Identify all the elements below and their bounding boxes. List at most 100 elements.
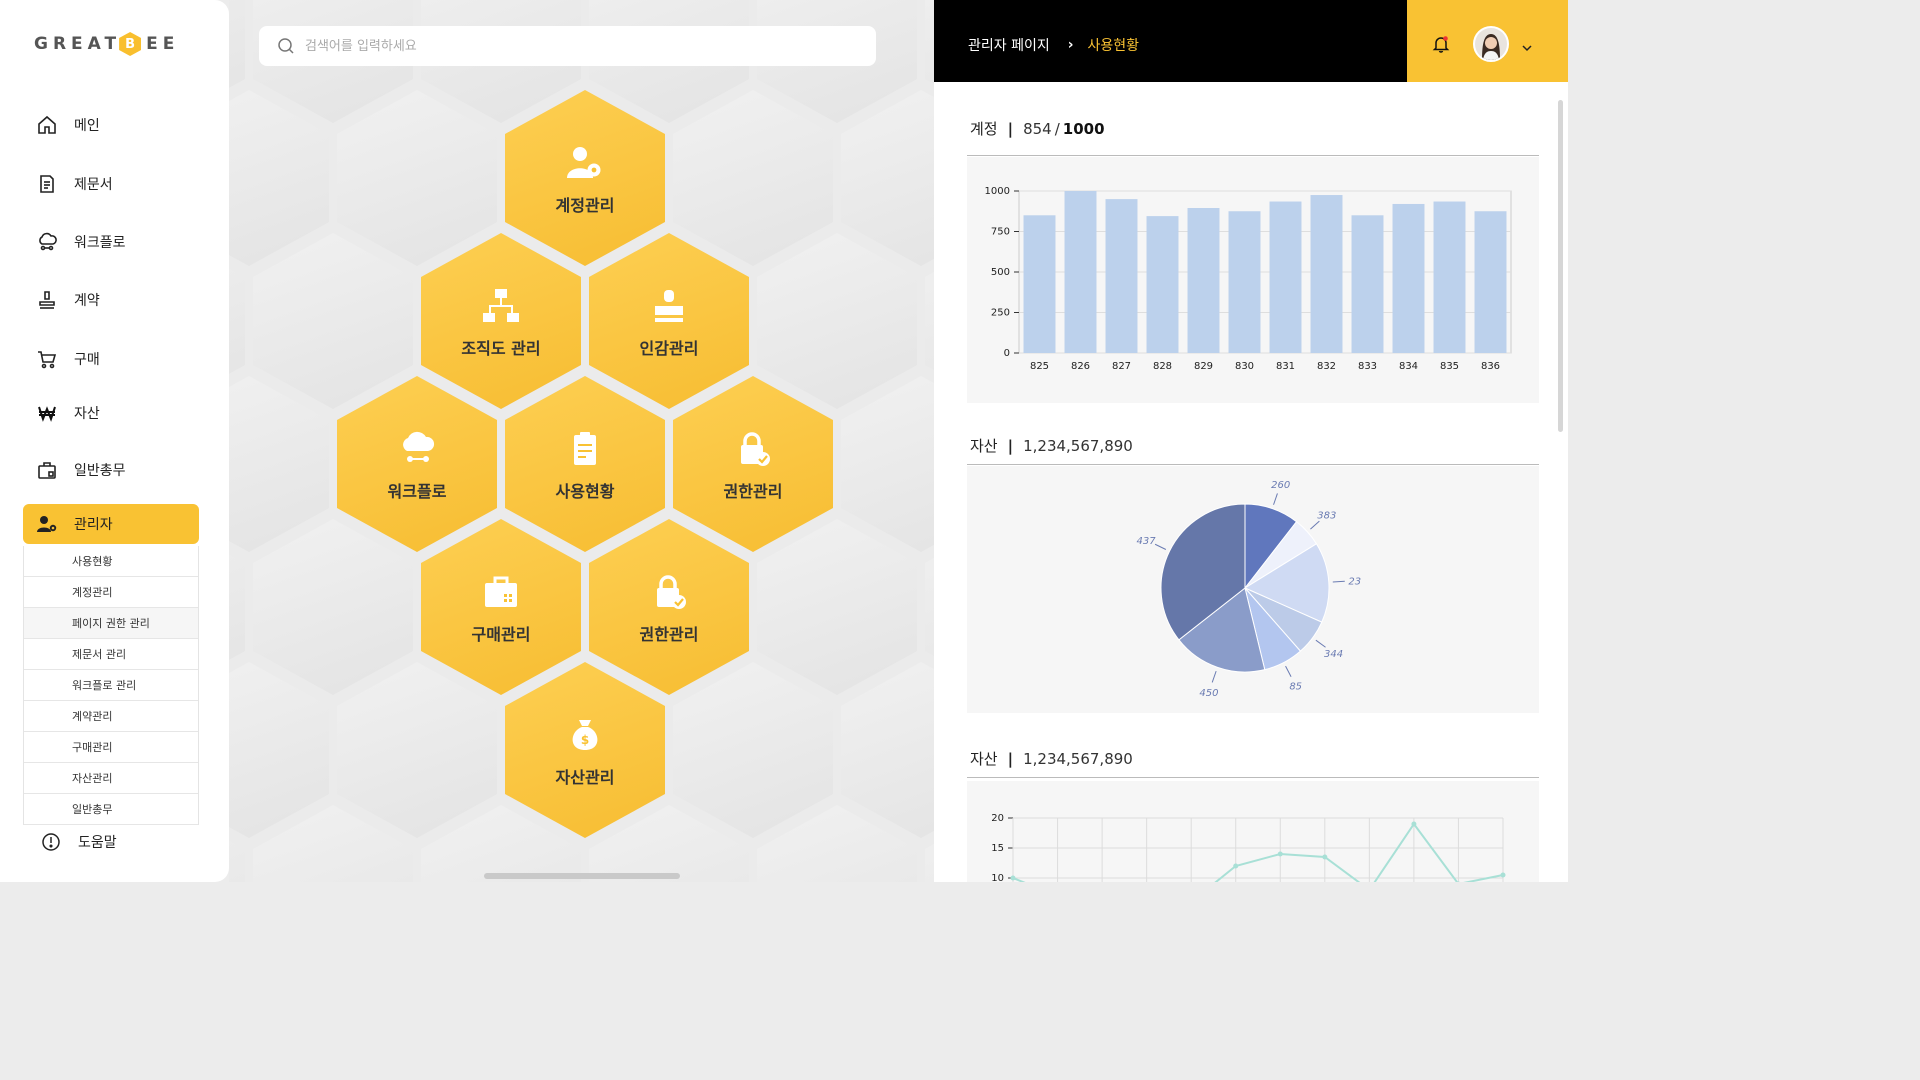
hex-label: 권한관리 xyxy=(723,482,783,501)
pie-leader-line xyxy=(1211,670,1217,683)
bar-836[interactable] xyxy=(1474,211,1507,353)
sidebar-item-contract[interactable]: 계약 xyxy=(23,280,199,320)
submenu-workflow[interactable]: 워크플로 관리 xyxy=(24,670,198,701)
hex-tile-5[interactable]: 권한관리 xyxy=(673,376,833,552)
submenu-general-affairs[interactable]: 일반총무 xyxy=(24,794,198,825)
sidebar-item-workflow[interactable]: 워크플로 xyxy=(23,222,199,262)
sidebar-item-label: 일반총무 xyxy=(74,463,126,479)
pie-label: 437 xyxy=(1137,536,1157,547)
line-point-5[interactable] xyxy=(1233,863,1239,869)
search-input[interactable] xyxy=(305,38,825,54)
line-series xyxy=(1012,822,1504,882)
hex-tile-empty xyxy=(229,233,245,409)
y-tick-label: 250 xyxy=(991,308,1010,319)
submenu-purchase[interactable]: 구매관리 xyxy=(24,732,198,763)
search-icon xyxy=(277,37,295,55)
bar-833[interactable] xyxy=(1351,215,1384,353)
pie-slice-437[interactable] xyxy=(1160,503,1246,641)
vertical-scrollbar[interactable] xyxy=(1558,100,1563,432)
pie-chart-card: 260 383 23 344 85 450 437 xyxy=(967,466,1539,713)
pie-leader-line xyxy=(1310,520,1320,530)
bell-icon[interactable] xyxy=(1431,34,1451,54)
avatar[interactable] xyxy=(1473,26,1509,62)
line-point-0[interactable] xyxy=(1010,875,1016,881)
hex-tile-empty xyxy=(673,90,833,266)
hex-menu-area: 계정관리 조직도 관리 인감관리 워크플로 사용현황 권한관리 구매관리 권한관리 $ 자산관리 xyxy=(229,0,934,882)
sidebar-item-general-affairs[interactable]: 일반총무 xyxy=(23,450,199,490)
bar-chart: 0 250 500 750 1000 825 826 827 828 829 830 831 832 83… xyxy=(985,186,1512,372)
assets-value: 1,234,567,890 xyxy=(1023,749,1133,768)
logo[interactable]: GREAT B EE xyxy=(34,31,179,57)
stamp-icon xyxy=(650,287,688,325)
hex-tile-3[interactable]: 워크플로 xyxy=(337,376,497,552)
line-point-9[interactable] xyxy=(1411,821,1417,827)
cart-icon xyxy=(36,348,58,370)
hex-tile-empty xyxy=(757,233,917,409)
svg-text:$: $ xyxy=(581,733,589,747)
admin-submenu: 사용현황 계정관리 페이지 권한 관리 제문서 관리 워크플로 관리 계약관리 … xyxy=(23,546,199,825)
sidebar-item-help[interactable]: 도움말 xyxy=(23,822,199,862)
hex-tile-empty xyxy=(337,90,497,266)
hex-tile-empty xyxy=(757,519,917,695)
hex-tile-2[interactable]: 인감관리 xyxy=(589,233,749,409)
bar-826[interactable] xyxy=(1064,191,1097,353)
pie-label: 23 xyxy=(1348,577,1361,588)
sidebar-item-admin[interactable]: 관리자 xyxy=(23,504,199,544)
submenu-documents[interactable]: 제문서 관리 xyxy=(24,639,198,670)
hex-tile-7[interactable]: 권한관리 xyxy=(589,519,749,695)
submenu-contracts[interactable]: 계약관리 xyxy=(24,701,198,732)
hex-label: 계정관리 xyxy=(555,196,615,215)
y-tick-label: 0 xyxy=(1004,348,1010,359)
sidebar-item-assets[interactable]: 자산 xyxy=(23,393,199,433)
user-gear-icon xyxy=(36,513,58,535)
hex-tile-empty xyxy=(841,662,934,838)
pie-slice-450[interactable] xyxy=(1178,587,1266,673)
chevron-right-icon: › xyxy=(1067,37,1074,53)
line-point-6[interactable] xyxy=(1277,851,1283,857)
submenu-assets[interactable]: 자산관리 xyxy=(24,763,198,794)
bar-835[interactable] xyxy=(1433,201,1466,353)
bar-829[interactable] xyxy=(1187,208,1220,353)
sidebar-item-main[interactable]: 메인 xyxy=(23,105,199,145)
bar-830[interactable] xyxy=(1228,211,1261,353)
y-tick-label: 15 xyxy=(991,843,1004,854)
submenu-accounts[interactable]: 계정관리 xyxy=(24,577,198,608)
bar-831[interactable] xyxy=(1269,201,1302,353)
line-point-10[interactable] xyxy=(1456,881,1461,883)
section-divider xyxy=(967,464,1539,465)
horizontal-scrollbar[interactable] xyxy=(484,873,680,879)
bar-828[interactable] xyxy=(1146,216,1179,353)
briefcase-icon xyxy=(482,573,520,611)
briefcase-icon xyxy=(36,459,58,481)
line-point-7[interactable] xyxy=(1322,854,1328,860)
sidebar-item-purchase[interactable]: 구매 xyxy=(23,339,199,379)
breadcrumb-current: 사용현황 xyxy=(1087,38,1140,54)
hex-tile-6[interactable]: 구매관리 xyxy=(421,519,581,695)
sidebar-item-label: 메인 xyxy=(74,118,100,134)
home-icon xyxy=(36,114,58,136)
line-point-11[interactable] xyxy=(1500,872,1506,878)
x-tick-label: 827 xyxy=(1112,361,1131,372)
hex-tile-1[interactable]: 조직도 관리 xyxy=(421,233,581,409)
pie-label: 260 xyxy=(1271,480,1290,491)
section-divider xyxy=(967,155,1539,156)
stamp-icon xyxy=(36,289,58,311)
assets-label: 자산 xyxy=(970,750,998,768)
submenu-usage[interactable]: 사용현황 xyxy=(24,546,198,577)
hex-tile-empty xyxy=(925,233,934,409)
sidebar-item-documents[interactable]: 제문서 xyxy=(23,164,199,204)
hex-label: 구매관리 xyxy=(471,625,531,644)
pie-slice-23[interactable] xyxy=(1243,543,1330,623)
hex-tile-8[interactable]: $ 자산관리 xyxy=(505,662,665,838)
accounts-title: 계정 | 854 / 1000 xyxy=(970,118,1105,139)
hex-tile-empty xyxy=(253,233,413,409)
bar-825[interactable] xyxy=(1023,215,1056,353)
bar-834[interactable] xyxy=(1392,203,1425,353)
submenu-page-permissions[interactable]: 페이지 권한 관리 xyxy=(24,608,198,639)
breadcrumb-root[interactable]: 관리자 페이지 xyxy=(968,38,1050,54)
hex-tile-0[interactable]: 계정관리 xyxy=(505,90,665,266)
hex-tile-4[interactable]: 사용현황 xyxy=(505,376,665,552)
bar-827[interactable] xyxy=(1105,199,1138,353)
bar-832[interactable] xyxy=(1310,195,1343,353)
chevron-down-icon[interactable] xyxy=(1521,38,1533,52)
